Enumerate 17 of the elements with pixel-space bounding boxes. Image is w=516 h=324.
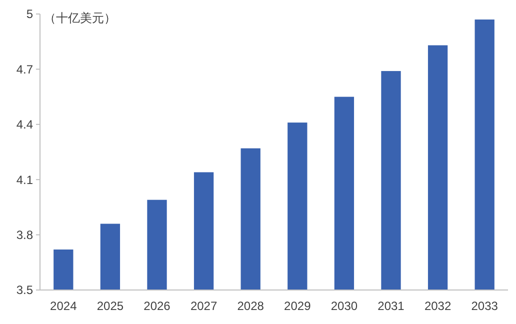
x-tick-label: 2028 <box>237 299 264 313</box>
y-tick-label: 4.1 <box>16 172 34 187</box>
x-tick-label: 2025 <box>96 299 124 313</box>
x-tick-label: 2031 <box>378 299 405 313</box>
y-tick-label: 4.7 <box>16 62 34 76</box>
x-tick-label: 2026 <box>144 299 171 313</box>
y-tick-label: 4.4 <box>16 118 34 132</box>
x-tick-label: 2033 <box>471 299 498 313</box>
x-tick-label: 2030 <box>330 299 358 313</box>
y-axis-title: （十亿美元） <box>44 11 116 25</box>
x-tick-label: 2029 <box>284 299 312 313</box>
x-tick-label: 2027 <box>190 299 218 313</box>
y-tick-label: 3.5 <box>16 283 34 298</box>
x-tick-label: 2024 <box>50 299 78 313</box>
y-tick-label: 5 <box>26 7 34 22</box>
x-tick-label: 2032 <box>424 299 452 313</box>
y-tick-label: 3.8 <box>16 228 34 242</box>
